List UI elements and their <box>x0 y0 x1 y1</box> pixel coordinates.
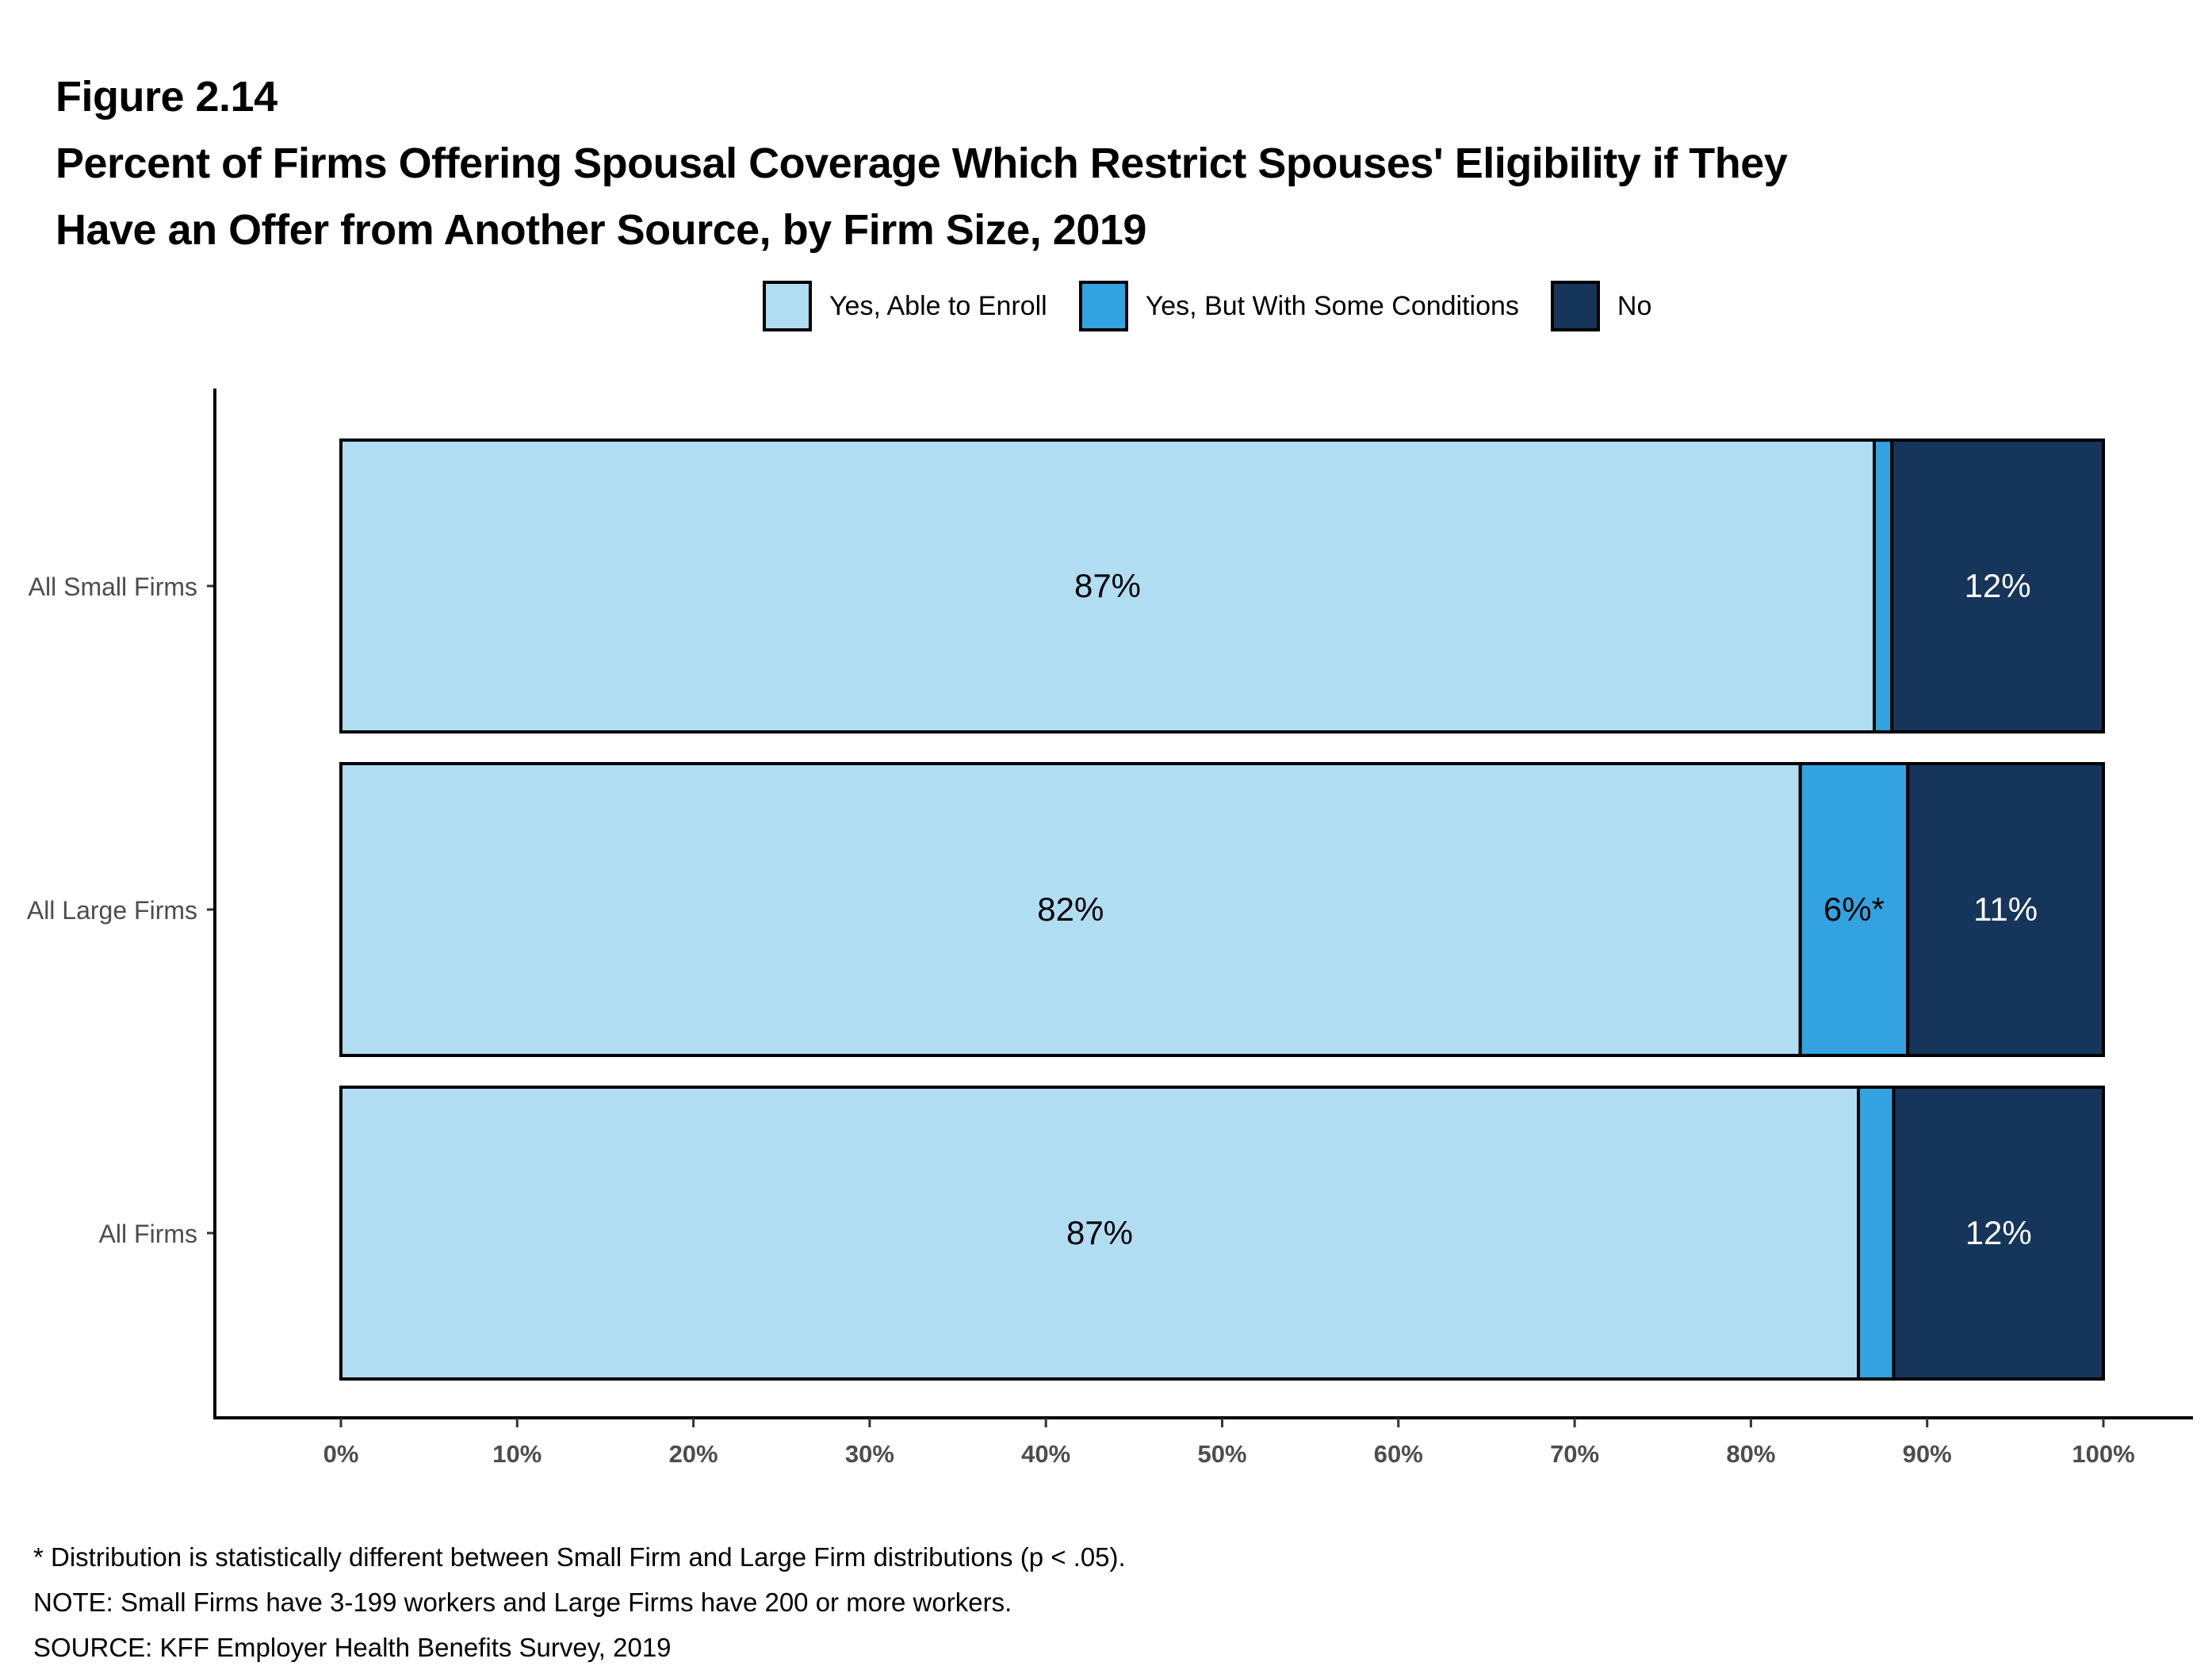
x-tick-label-6: 60% <box>1374 1440 1423 1468</box>
legend-item-no: No <box>1550 281 1652 331</box>
chart-title-line-2: Have an Offer from Another Source, by Fi… <box>55 206 1146 254</box>
data-label-all-small-firms-yes-able: 87% <box>1074 567 1141 604</box>
x-tick-label-10: 100% <box>2072 1440 2134 1468</box>
data-label-all-firms-no: 12% <box>1965 1214 2032 1251</box>
footnote-note: NOTE: Small Firms have 3-199 workers and… <box>33 1588 1012 1617</box>
bar-segment-all-firms-yes-conditions <box>1857 1086 1896 1381</box>
x-tick-label-8: 80% <box>1726 1440 1775 1468</box>
x-tick-label-3: 30% <box>845 1440 894 1468</box>
y-tick-label-all-large-firms: All Large Firms <box>27 896 197 925</box>
bars-group: 87% 12% 82% 6%* 11% 87% 12% <box>339 439 2106 1381</box>
y-tick-label-all-firms: All Firms <box>99 1220 197 1248</box>
y-tick-label-all-small-firms: All Small Firms <box>29 573 197 601</box>
bar-segment-all-small-firms-no <box>1890 439 2105 733</box>
x-tick-label-0: 0% <box>323 1440 359 1468</box>
legend-label-yes-conditions: Yes, But With Some Conditions <box>1145 290 1519 321</box>
legend: Yes, Able to Enroll Yes, But With Some C… <box>763 278 1683 335</box>
bar-segment-all-large-firms-yes-able <box>339 762 1802 1057</box>
x-tick-label-5: 50% <box>1197 1440 1246 1468</box>
x-tick-label-2: 20% <box>669 1440 718 1468</box>
bar-segment-all-firms-no <box>1892 1086 2105 1381</box>
x-tick-label-7: 70% <box>1550 1440 1599 1468</box>
footnote-significance: * Distribution is statistically differen… <box>33 1542 1126 1572</box>
x-tick-label-1: 10% <box>492 1440 542 1468</box>
legend-label-no: No <box>1617 290 1652 321</box>
data-label-all-firms-yes-able: 87% <box>1066 1214 1133 1251</box>
data-label-all-large-firms-yes-able: 82% <box>1037 891 1104 928</box>
footer: * Distribution is statistically differen… <box>33 1534 1126 1670</box>
legend-item-yes-able: Yes, Able to Enroll <box>763 281 1047 331</box>
data-label-all-small-firms-no: 12% <box>1965 567 2031 604</box>
x-tick-label-4: 40% <box>1021 1440 1070 1468</box>
data-label-all-large-firms-yes-conditions: 6%* <box>1824 891 1885 928</box>
bar-segment-all-small-firms-yes-able <box>339 439 1877 733</box>
footnote-source: SOURCE: KFF Employer Health Benefits Sur… <box>33 1633 672 1662</box>
bar-segment-all-large-firms-no <box>1906 762 2106 1057</box>
legend-swatch-yes-able <box>763 281 812 331</box>
legend-swatch-no <box>1550 281 1600 331</box>
bar-segment-all-small-firms-yes-conditions <box>1873 439 1894 733</box>
data-label-all-large-firms-no: 11% <box>1973 891 2038 928</box>
title-block: Figure 2.14 Percent of Firms Offering Sp… <box>55 63 2117 263</box>
bar-segment-all-firms-yes-able <box>339 1086 1861 1381</box>
legend-label-yes-able: Yes, Able to Enroll <box>829 290 1047 321</box>
figure-number: Figure 2.14 <box>55 73 277 121</box>
axes-group: All Small Firms All Large Firms All Firms 0… <box>27 389 2193 1468</box>
chart-title-line-1: Percent of Firms Offering Spousal Covera… <box>55 140 1788 187</box>
legend-swatch-yes-conditions <box>1078 281 1128 331</box>
x-tick-label-9: 90% <box>1903 1440 1952 1468</box>
legend-item-yes-conditions: Yes, But With Some Conditions <box>1078 281 1519 331</box>
